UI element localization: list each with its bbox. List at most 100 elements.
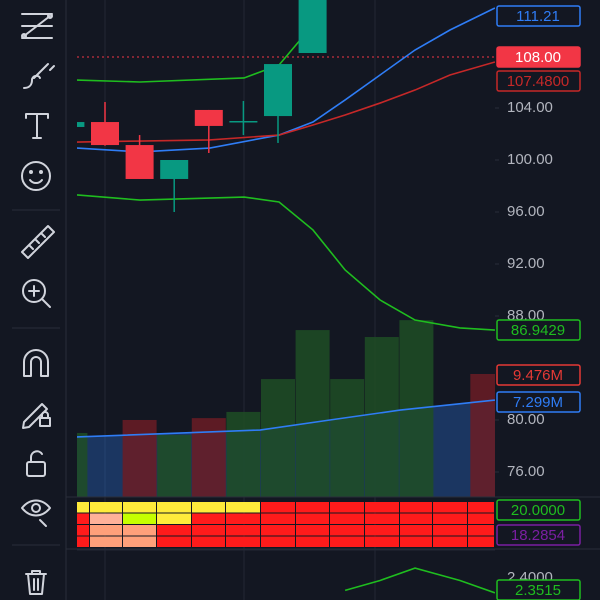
price-badge (496, 579, 581, 600)
heat-cell (365, 502, 399, 513)
volume-bar (470, 373, 495, 497)
y-tick-label: 104.00 (507, 99, 553, 116)
heat-cell (433, 525, 467, 536)
heat-cell (400, 525, 432, 536)
y-tick-label: 92.00 (507, 255, 545, 272)
text-tool[interactable] (25, 113, 49, 139)
volume-ma-line (77, 399, 495, 438)
price-badge-label: 111.21 (516, 8, 560, 25)
volume-bar (261, 379, 295, 497)
heat-cell (77, 536, 89, 547)
lock-tool[interactable] (26, 450, 46, 477)
candle-body (194, 109, 223, 126)
heat-cell (157, 525, 191, 536)
heat-cell (90, 525, 122, 536)
heat-cell (365, 525, 399, 536)
heat-cell (296, 525, 329, 536)
y-tick-label: 80.00 (507, 411, 545, 428)
heat-cell (330, 536, 364, 547)
price-axis: 104.00100.0096.0092.0088.0080.0076.002.4… (495, 5, 581, 600)
candle-body (298, 0, 327, 54)
heat-cell (77, 513, 89, 524)
heat-cell (468, 513, 494, 524)
price-badge (496, 5, 581, 27)
indicator-line (77, 7, 495, 153)
zoom-tool[interactable] (22, 279, 51, 308)
grid (77, 0, 495, 600)
price-badge-label: 108.00 (515, 49, 561, 66)
emoji-tool[interactable] (21, 161, 51, 191)
price-badge-label: 20.0000 (511, 502, 565, 519)
heat-cell (226, 502, 260, 513)
y-tick-label: 100.00 (507, 151, 553, 168)
heat-cell (400, 513, 432, 524)
delete-tool[interactable] (25, 570, 47, 595)
visibility-tool[interactable] (21, 499, 51, 527)
heat-cell (123, 513, 156, 524)
ruler-tool[interactable] (21, 225, 55, 259)
heat-cell (192, 513, 225, 524)
price-badge (496, 364, 581, 386)
heat-cell (330, 502, 364, 513)
volume-bar (157, 434, 192, 497)
heat-cell (157, 536, 191, 547)
heat-cell (468, 525, 494, 536)
price-badge-label: 9.476M (513, 367, 563, 384)
heat-cell (123, 502, 156, 513)
heat-cell (123, 525, 156, 536)
lock-drawing-tool[interactable] (22, 403, 51, 429)
price-pane (77, 0, 495, 331)
price-badge (496, 499, 581, 521)
heat-cell (226, 525, 260, 536)
volume-bar (330, 379, 365, 497)
heat-cell (261, 513, 295, 524)
price-badge-label: 2.3515 (515, 582, 561, 599)
volume-pane (77, 320, 495, 497)
heat-cell (192, 536, 225, 547)
indicator-line (77, 61, 495, 143)
heat-cell (365, 513, 399, 524)
heat-cell (468, 502, 494, 513)
heatmap-pane (77, 502, 494, 547)
magnet-tool[interactable] (23, 349, 49, 377)
heat-cell (261, 502, 295, 513)
trend-tool[interactable] (21, 13, 53, 39)
heat-cell (330, 525, 364, 536)
candle-body (77, 122, 85, 127)
heat-cell (296, 536, 329, 547)
price-badge (496, 46, 581, 68)
candle-body (160, 160, 189, 179)
heat-cell (400, 536, 432, 547)
volume-bar (295, 330, 330, 497)
heat-cell (77, 502, 89, 513)
heat-cell (123, 536, 156, 547)
heat-cell (433, 502, 467, 513)
heat-cell (157, 513, 191, 524)
heat-cell (77, 525, 89, 536)
heat-cell (192, 502, 225, 513)
brush-tool[interactable] (23, 63, 55, 89)
heat-cell (433, 536, 467, 547)
price-badge-label: 7.299M (513, 394, 563, 411)
heat-cell (90, 536, 122, 547)
heat-cell (226, 536, 260, 547)
heat-cell (261, 525, 295, 536)
oscillator-pane (344, 567, 495, 594)
heat-cell (192, 525, 225, 536)
y-tick-label: 96.00 (507, 203, 545, 220)
price-badge (496, 319, 581, 341)
heat-cell (433, 513, 467, 524)
heat-cell (90, 513, 122, 524)
heat-cell (157, 502, 191, 513)
heat-cell (330, 513, 364, 524)
volume-bar (364, 337, 399, 497)
oscillator-line (344, 567, 495, 594)
volume-bar (226, 411, 261, 497)
volume-bar (77, 433, 88, 497)
price-badge-label: 18.2854 (511, 527, 565, 544)
indicator-line (77, 194, 495, 331)
heat-cell (365, 536, 399, 547)
price-badge (496, 524, 581, 546)
toolbar (0, 0, 67, 600)
